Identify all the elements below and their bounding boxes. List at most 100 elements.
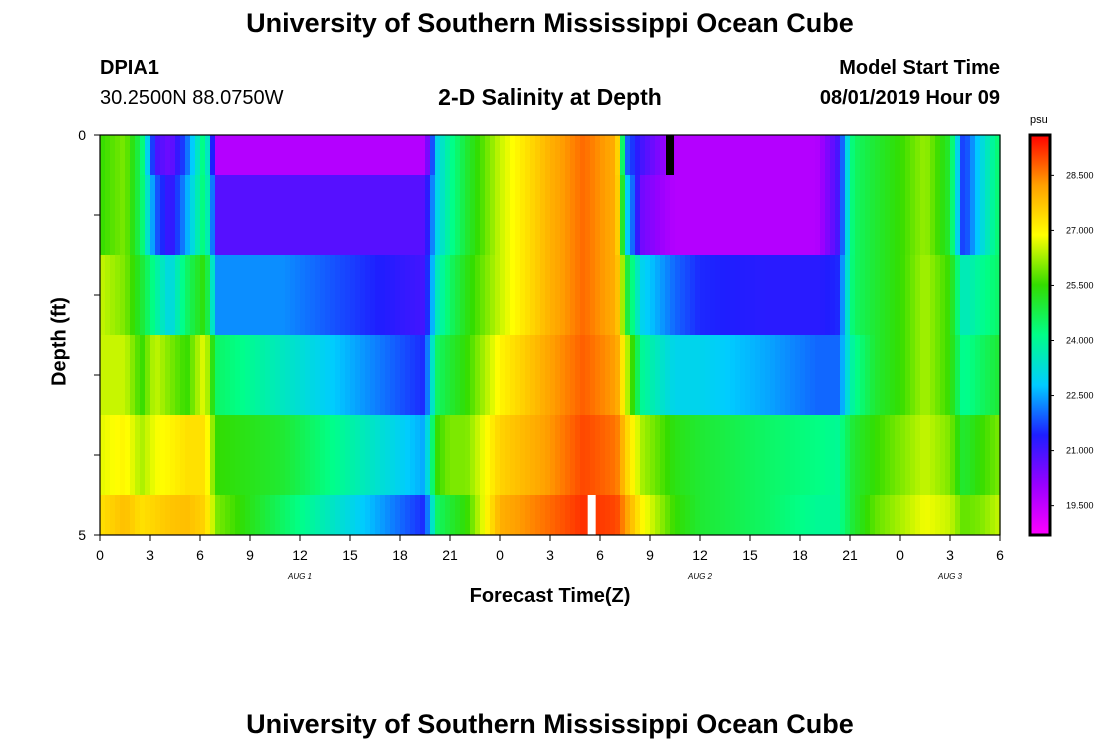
heatmap-cell [320, 255, 326, 335]
heatmap-cell [155, 495, 161, 535]
heatmap-cell [950, 415, 956, 495]
heatmap-cell [210, 495, 216, 535]
heatmap-cell [270, 415, 276, 495]
heatmap-cell [205, 255, 211, 335]
heatmap-cell [805, 135, 811, 175]
heatmap-cell [895, 135, 901, 175]
heatmap-cell [515, 335, 521, 415]
heatmap-cell [820, 175, 826, 255]
heatmap-cell [895, 495, 901, 535]
heatmap-cell [975, 415, 981, 495]
heatmap-cell [360, 335, 366, 415]
heatmap-cell [310, 175, 316, 255]
heatmap-cell [625, 255, 631, 335]
heatmap-cell [705, 495, 711, 535]
x-tick-label: 3 [146, 547, 154, 563]
heatmap-cell [265, 415, 271, 495]
heatmap-cell [860, 415, 866, 495]
heatmap-cell [800, 255, 806, 335]
heatmap-cell [410, 495, 416, 535]
heatmap-cell [830, 175, 836, 255]
heatmap-cell [690, 335, 696, 415]
heatmap-cell [895, 335, 901, 415]
x-tick-label: 9 [246, 547, 254, 563]
heatmap-cell [425, 335, 431, 415]
heatmap-cell [620, 175, 626, 255]
heatmap-cell [805, 175, 811, 255]
heatmap-cell [315, 255, 321, 335]
heatmap-cell [785, 335, 791, 415]
heatmap-cell [680, 255, 686, 335]
heatmap-cell [335, 175, 341, 255]
heatmap-cell [745, 335, 751, 415]
heatmap-cell [555, 495, 561, 535]
heatmap-cell [755, 495, 761, 535]
heatmap-cell [145, 495, 151, 535]
heatmap-cell [205, 495, 211, 535]
heatmap-cell [625, 175, 631, 255]
heatmap-cell [725, 255, 731, 335]
heatmap-cell [830, 135, 836, 175]
heatmap-cell [815, 135, 821, 175]
heatmap-cell [630, 175, 636, 255]
heatmap-cell [475, 495, 481, 535]
heatmap-cell [410, 335, 416, 415]
colorbar-tick-label: 21.000 [1066, 446, 1094, 456]
heatmap-cell [300, 415, 306, 495]
heatmap-cell [810, 335, 816, 415]
heatmap-cell [755, 415, 761, 495]
heatmap-cell [230, 415, 236, 495]
heatmap-cell [285, 175, 291, 255]
heatmap-cell [850, 495, 856, 535]
heatmap-cell [500, 335, 506, 415]
heatmap-cell [925, 335, 931, 415]
heatmap-cell [290, 255, 296, 335]
heatmap-cell [860, 135, 866, 175]
heatmap-cell [110, 175, 116, 255]
heatmap-cell [430, 335, 436, 415]
heatmap-cell [560, 495, 566, 535]
heatmap-cell [855, 135, 861, 175]
heatmap-cell [705, 255, 711, 335]
heatmap-cell [840, 255, 846, 335]
heatmap-cell [795, 415, 801, 495]
heatmap-cell [800, 335, 806, 415]
heatmap-cell [175, 175, 181, 255]
heatmap-cell [815, 255, 821, 335]
heatmap-cell [165, 415, 171, 495]
heatmap-cell [545, 415, 551, 495]
heatmap-cell [540, 255, 546, 335]
colorbar-tick-label: 27.000 [1066, 225, 1094, 235]
heatmap-cell [875, 335, 881, 415]
heatmap-cell [535, 495, 541, 535]
heatmap-cell [745, 175, 751, 255]
heatmap-cell [325, 255, 331, 335]
heatmap-cell [315, 175, 321, 255]
heatmap-cell [130, 255, 136, 335]
heatmap-marker [666, 135, 674, 175]
heatmap-cell [905, 135, 911, 175]
heatmap-cell [865, 335, 871, 415]
heatmap-cell [580, 175, 586, 255]
heatmap-cell [820, 335, 826, 415]
heatmap-cell [670, 335, 676, 415]
heatmap-cell [235, 255, 241, 335]
heatmap-cell [955, 255, 961, 335]
heatmap-cell [720, 175, 726, 255]
heatmap-cell [825, 495, 831, 535]
heatmap-cell [660, 255, 666, 335]
heatmap-cell [595, 255, 601, 335]
heatmap-cell [660, 175, 666, 255]
heatmap-cell [250, 175, 256, 255]
heatmap-cell [910, 415, 916, 495]
heatmap-cell [875, 415, 881, 495]
heatmap-cell [480, 415, 486, 495]
heatmap-cell [350, 335, 356, 415]
heatmap-cell [375, 135, 381, 175]
heatmap-cell [770, 175, 776, 255]
heatmap-cell [300, 495, 306, 535]
heatmap-cell [525, 175, 531, 255]
heatmap-cell [510, 335, 516, 415]
heatmap-cell [655, 335, 661, 415]
heatmap-cell [350, 175, 356, 255]
